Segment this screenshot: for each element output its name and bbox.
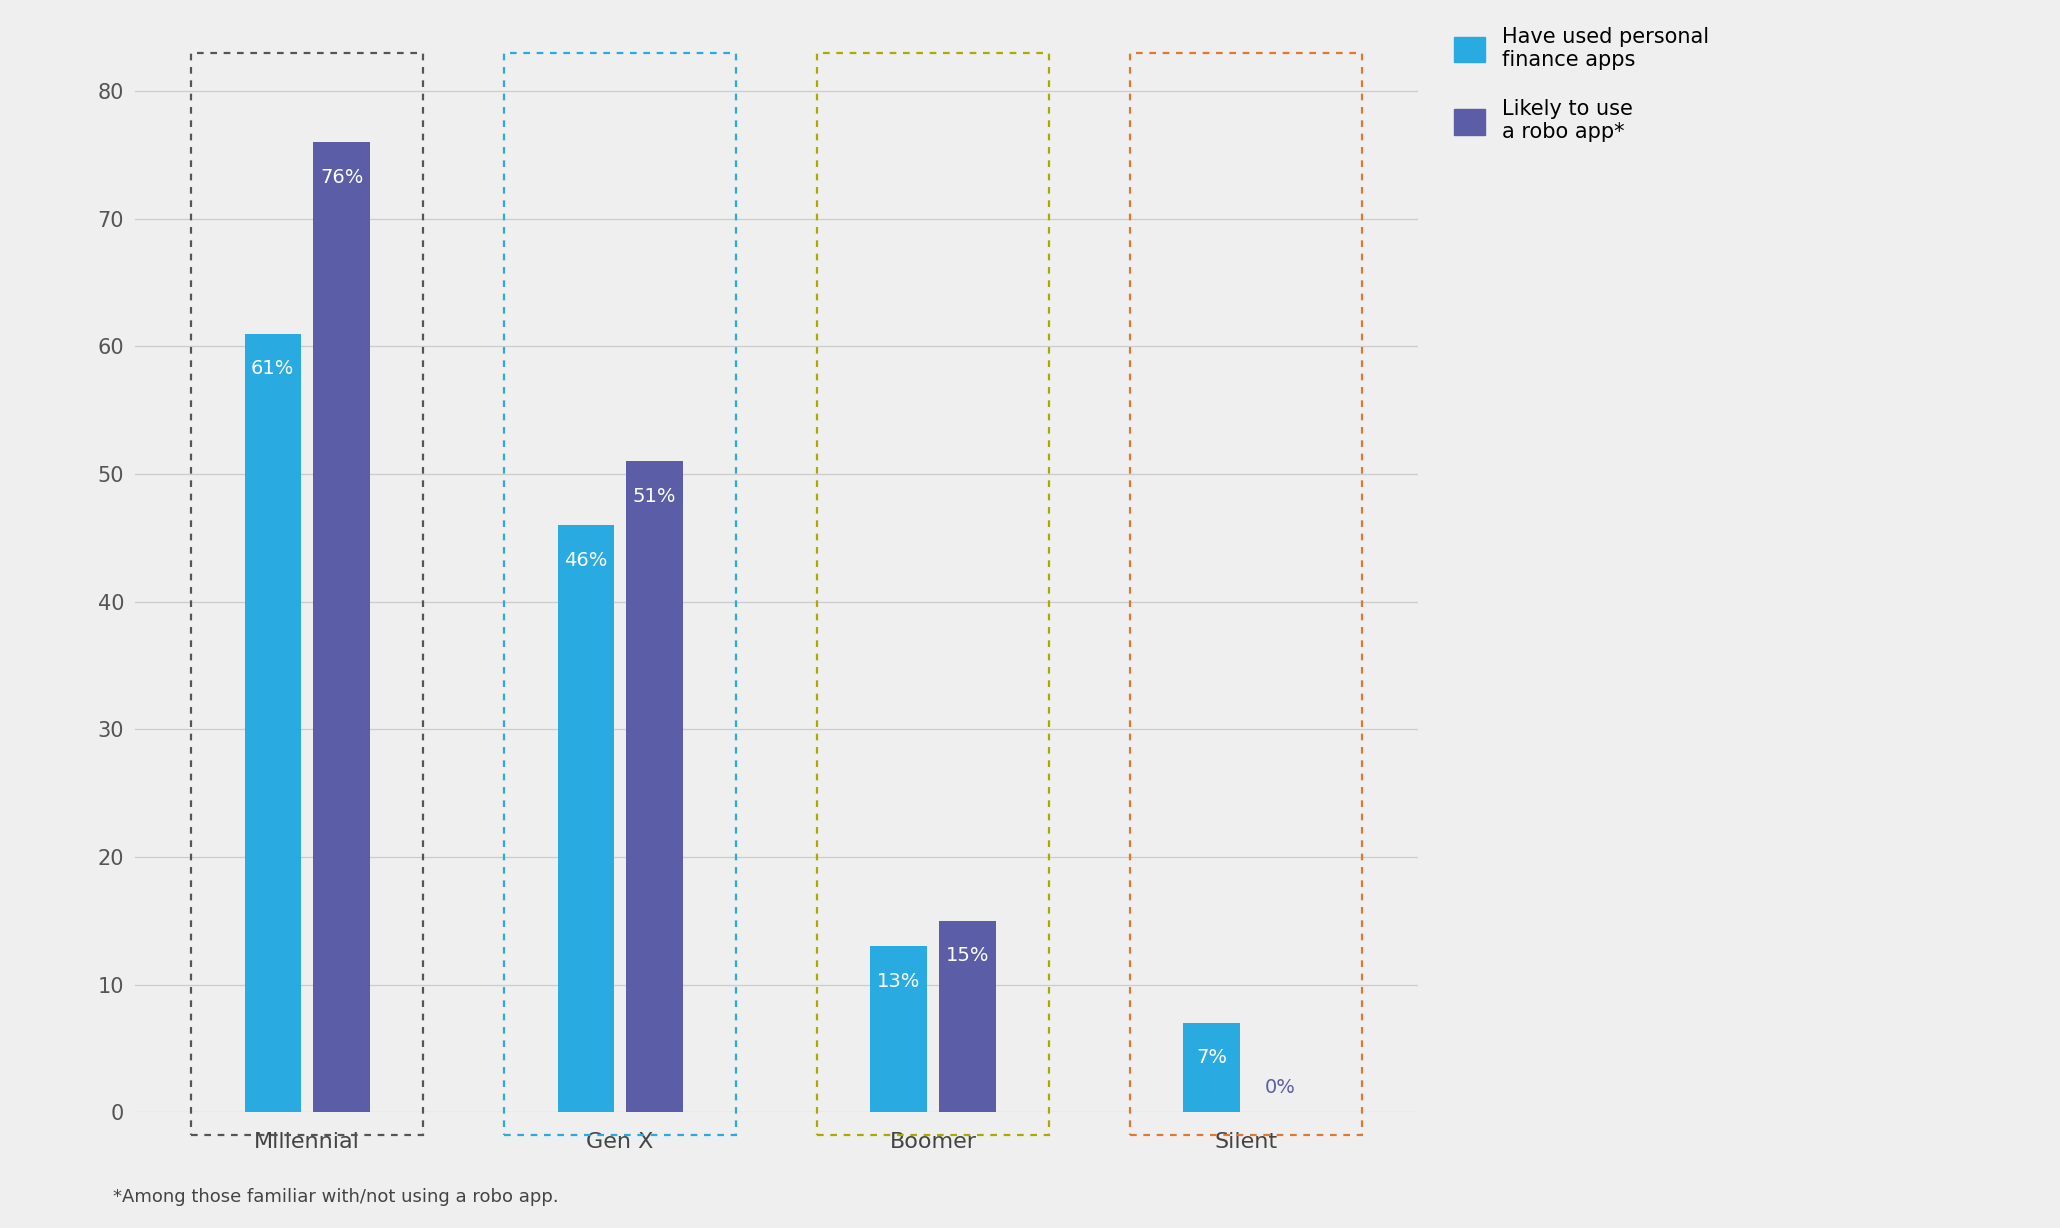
Text: 0%: 0% (1265, 1078, 1296, 1097)
Bar (313, 142, 371, 1113)
Bar (626, 462, 682, 1113)
Text: 46%: 46% (564, 550, 608, 570)
Bar (245, 334, 301, 1113)
Bar (558, 526, 614, 1113)
Text: 51%: 51% (632, 486, 676, 506)
Text: 7%: 7% (1197, 1049, 1228, 1067)
Text: 13%: 13% (878, 971, 921, 991)
Text: 61%: 61% (251, 359, 295, 378)
Bar (939, 921, 995, 1113)
Bar (1182, 1023, 1240, 1113)
Text: *Among those familiar with/not using a robo app.: *Among those familiar with/not using a r… (113, 1187, 558, 1206)
Text: 76%: 76% (319, 168, 363, 187)
Legend: Have used personal
finance apps, Likely to use
a robo app*: Have used personal finance apps, Likely … (1454, 27, 1710, 142)
Text: 15%: 15% (946, 947, 989, 965)
Bar (871, 947, 927, 1113)
